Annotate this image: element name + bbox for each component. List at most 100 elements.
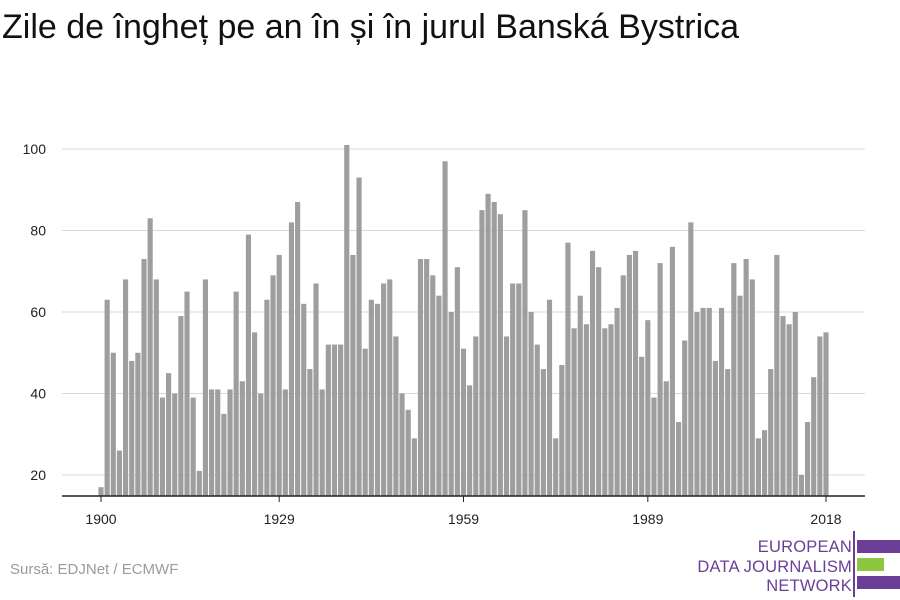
bar-1903: [116, 450, 123, 496]
bar-2017: [817, 336, 823, 496]
bar-1911: [166, 373, 172, 496]
bar-1955: [436, 295, 442, 496]
bar-1959: [460, 348, 467, 496]
bar-2011: [780, 316, 786, 496]
bar-1913: [178, 316, 184, 496]
bar-2009: [768, 369, 774, 496]
bar-2010: [774, 254, 780, 496]
bar-1998: [700, 307, 706, 496]
bar-1990: [651, 397, 657, 496]
bar-1985: [620, 275, 626, 496]
bar-2007: [755, 438, 761, 496]
bar-1914: [184, 291, 190, 496]
bar-1982: [602, 328, 608, 496]
bar-2003: [731, 263, 737, 496]
bar-1996: [688, 222, 694, 496]
bar-1954: [430, 275, 436, 496]
bar-1922: [233, 291, 239, 496]
bar-2012: [786, 324, 792, 496]
bar-2000: [712, 360, 718, 496]
bar-1944: [368, 299, 374, 496]
bar-1966: [503, 336, 510, 496]
y-tick-label-100: 100: [23, 141, 47, 157]
bar-1980: [589, 250, 596, 496]
bar-2016: [811, 377, 817, 496]
bar-1917: [202, 279, 209, 496]
bar-1926: [258, 393, 264, 496]
bar-2001: [718, 307, 725, 496]
logo-line-european: EUROPEAN: [757, 538, 852, 556]
bar-1930: [282, 389, 288, 496]
bar-1912: [172, 393, 178, 496]
bar-1905: [129, 360, 135, 496]
bar-1956: [442, 161, 448, 496]
bar-1989: [645, 320, 651, 496]
bar-1932: [295, 201, 301, 496]
bar-2002: [725, 369, 731, 496]
bar-1949: [399, 393, 405, 496]
logo-line-data-journalism: DATA JOURNALISM: [697, 558, 852, 576]
bar-1957: [448, 312, 454, 496]
bar-1925: [252, 332, 258, 496]
logo-bar-purple-top: [857, 540, 900, 553]
x-tick-label-2018: 2018: [810, 511, 841, 527]
bar-1973: [546, 299, 553, 496]
bar-1986: [626, 254, 632, 496]
bar-1937: [325, 344, 331, 496]
bar-2008: [761, 430, 768, 496]
bar-1931: [288, 222, 295, 496]
bar-2006: [749, 279, 755, 496]
bar-1994: [675, 422, 682, 496]
bar-1942: [356, 177, 362, 496]
bars: [98, 144, 829, 497]
bar-1972: [540, 369, 546, 496]
axes: [62, 495, 865, 502]
bar-2004: [737, 295, 743, 496]
bar-1907: [141, 259, 147, 496]
bar-1920: [221, 413, 227, 496]
bar-1935: [313, 283, 319, 496]
bar-1978: [577, 295, 583, 496]
bar-1938: [331, 344, 338, 496]
bar-1988: [639, 356, 645, 496]
bar-1915: [190, 397, 196, 496]
x-tick-label-1929: 1929: [264, 511, 295, 527]
x-tick-label-1900: 1900: [85, 511, 116, 527]
bar-1979: [583, 324, 589, 496]
bar-1916: [196, 470, 202, 496]
bar-1997: [694, 312, 700, 496]
logo-line-network: NETWORK: [766, 577, 852, 595]
bar-1921: [227, 389, 233, 496]
bar-1910: [159, 397, 166, 496]
bar-1951: [411, 438, 417, 496]
source-credit: Sursă: EDJNet / ECMWF: [10, 561, 179, 578]
bar-1950: [405, 409, 411, 496]
bar-2018: [823, 332, 829, 496]
bar-1923: [239, 381, 245, 496]
bar-1909: [153, 279, 159, 496]
bar-1981: [596, 267, 602, 496]
bar-2015: [804, 422, 811, 496]
y-tick-label-20: 20: [30, 467, 46, 483]
y-tick-label-60: 60: [30, 304, 46, 320]
bar-1919: [215, 389, 221, 496]
bar-1927: [264, 299, 270, 496]
bar-1961: [473, 336, 479, 496]
bar-1953: [424, 259, 430, 496]
y-tick-label-80: 80: [30, 223, 46, 239]
bar-1900: [98, 487, 104, 496]
bar-1941: [350, 254, 356, 496]
bar-1924: [245, 234, 252, 496]
bar-1918: [209, 389, 215, 496]
bar-1934: [307, 369, 313, 496]
y-tick-label-40: 40: [30, 386, 46, 402]
bar-2013: [792, 312, 798, 496]
bar-1992: [663, 381, 669, 496]
logo-bar-purple-bottom: [857, 576, 900, 589]
bar-1945: [374, 303, 381, 496]
bar-1967: [510, 283, 516, 496]
bar-1969: [522, 210, 528, 496]
bar-1948: [393, 336, 399, 496]
bar-1904: [123, 279, 129, 496]
bar-1977: [571, 328, 577, 496]
